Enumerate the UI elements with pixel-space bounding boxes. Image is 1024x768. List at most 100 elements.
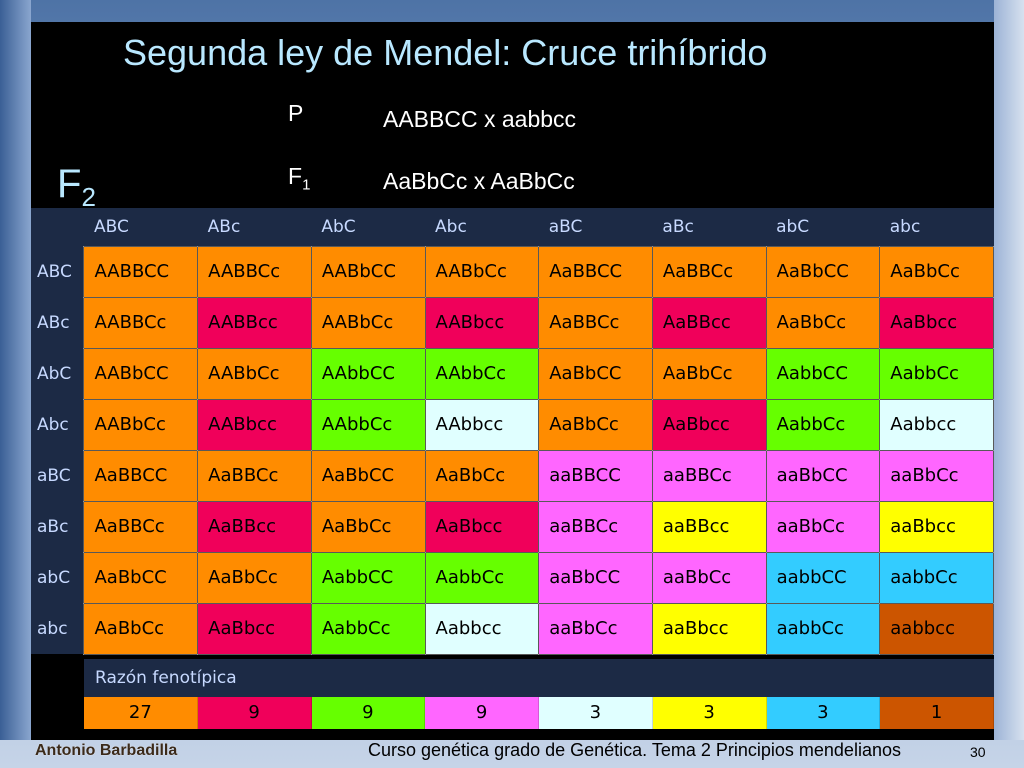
punnett-row: ABc AABBCc AABBcc AABbCc AABbcc AaBBCc AaBBcc A… [31,296,994,349]
genotype-cell: AabbCc [310,602,426,655]
punnett-row: abc AaBbCc AaBbcc AabbCc Aabbcc aaBbCc aaBbcc a… [31,602,994,655]
row-gamete-header: Abc [31,399,84,450]
genotype-cell: AabbCC [765,347,881,400]
genotype-cell: AABbCC [310,245,426,298]
genotype-cell: AaBbcc [879,296,994,349]
row-gamete-header: aBC [31,450,84,501]
parental-cross: AABBCC x aabbcc [383,106,577,132]
column-gamete-header: AbC [311,208,426,246]
genotype-cell: aaBBCC [538,449,653,502]
row-gamete-header: abC [31,552,84,603]
genotype-cell: AaBbcc [424,500,540,553]
column-gamete-header: Abc [425,208,539,246]
f2-subscript: 2 [81,182,96,212]
punnett-row: aBc AaBBCc AaBBcc AaBbCc AaBbcc aaBBCc aaBBcc a… [31,500,994,553]
background-right-edge [994,0,1024,740]
genotype-cell: AaBbCc [197,551,312,604]
f1-label: F1 [288,163,310,194]
column-gamete-header: ABC [83,208,198,246]
genotype-cell: AaBBcc [651,296,767,349]
genotype-cell: aaBBcc [651,500,767,553]
genotype-cell: AaBBCC [83,449,199,502]
phenotypic-ratio-label: Razón fenotípica [84,659,994,697]
genotype-cell: AABbCc [83,398,199,451]
genotype-cell: aaBbCC [538,551,653,604]
row-gamete-header: aBc [31,501,84,552]
slide-panel: Segunda ley de Mendel: Cruce trihíbrido … [31,22,994,740]
genotype-cell: AaBbCC [310,449,426,502]
genotype-cell: aaBbCc [651,551,767,604]
genotype-cell: AaBbcc [197,602,312,655]
genotype-cell: aaBBCc [538,500,653,553]
f2-letter: F [57,162,82,206]
genotype-cell: AAbbCc [310,398,426,451]
genotype-cell: AaBbCc [424,449,540,502]
corner-cell [31,208,84,246]
row-gamete-header: AbC [31,348,84,399]
genotype-cell: aaBBCc [651,449,767,502]
genotype-cell: AaBBcc [197,500,312,553]
genotype-cell: AabbCc [424,551,540,604]
punnett-row: aBC AaBBCC AaBBCc AaBbCC AaBbCc aaBBCC aaBBCc a… [31,449,994,502]
phenotype-ratio-value: 9 [311,697,426,729]
genotype-cell: AabbCC [310,551,426,604]
genotype-cell: AABbCc [197,347,312,400]
column-gamete-header: abc [879,208,994,246]
genotype-cell: AaBbCC [538,347,653,400]
phenotype-ratio-value: 3 [539,697,653,729]
genotype-cell: Aabbcc [424,602,540,655]
phenotypic-ratio-row: 27 9 9 9 3 3 3 1 [84,697,994,729]
footer-course: Curso genética grado de Genética. Tema 2… [368,740,901,760]
genotype-cell: AabbCc [879,347,994,400]
column-gamete-header: aBc [652,208,767,246]
phenotype-ratio-value: 27 [84,697,198,729]
phenotype-ratio-value: 3 [652,697,767,729]
genotype-cell: aaBbCc [879,449,994,502]
phenotype-ratio-value: 9 [425,697,539,729]
row-gamete-header: ABC [31,246,84,297]
phenotype-ratio-value: 3 [766,697,881,729]
genotype-cell: AaBBCc [83,500,199,553]
genotype-cell: AABbCc [310,296,426,349]
genotype-cell: AABbcc [197,398,312,451]
genotype-cell: AaBbCC [765,245,881,298]
genotype-cell: AABBcc [197,296,312,349]
genotype-cell: AAbbCC [310,347,426,400]
genotype-cell: AaBbcc [651,398,767,451]
genotype-cell: aabbCc [879,551,994,604]
genotype-cell: AaBBCC [538,245,653,298]
f1-letter: F [288,163,303,189]
genotype-cell: AaBBCc [651,245,767,298]
column-header-row: ABC ABc AbC Abc aBC aBc abC abc [31,208,994,246]
f1-cross: AaBbCc x AaBbCc [383,168,575,194]
genotype-cell: aabbCc [765,602,881,655]
genotype-cell: aaBbcc [651,602,767,655]
punnett-row: abC AaBbCC AaBbCc AabbCC AabbCc aaBbCC aaBbCc a… [31,551,994,604]
genotype-cell: AABbcc [424,296,540,349]
genotype-cell: AABbCc [424,245,540,298]
f2-generation-label: F2 [57,162,96,213]
footer-author: Antonio Barbadilla [35,742,178,759]
genotype-cell: aaBbcc [879,500,994,553]
genotype-cell: AAbbcc [424,398,540,451]
genotype-cell: AABBCC [83,245,199,298]
genotype-cell: AaBBCc [197,449,312,502]
genotype-cell: AAbbCc [424,347,540,400]
genotype-cell: aaBbCc [765,500,881,553]
column-gamete-header: abC [766,208,880,246]
genotype-cell: Aabbcc [879,398,994,451]
genotype-cell: AaBbCc [310,500,426,553]
genotype-cell: AaBbCc [651,347,767,400]
row-gamete-header: abc [31,603,84,654]
genotype-cell: AaBbCc [765,296,881,349]
punnett-row: ABC AABBCC AABBCc AABbCC AABbCc AaBBCC AaBBCc A… [31,245,994,298]
genotype-cell: AaBbCc [538,398,653,451]
genotype-cell: aabbcc [879,602,994,655]
genotype-cell: AABbCC [83,347,199,400]
page-number: 30 [970,744,986,760]
punnett-row: AbC AABbCC AABbCc AAbbCC AAbbCc AaBbCC AaBbCc A… [31,347,994,400]
parental-label: P [288,100,304,126]
row-gamete-header: ABc [31,297,84,348]
slide-title: Segunda ley de Mendel: Cruce trihíbrido [123,32,768,73]
genotype-cell: AabbCc [765,398,881,451]
